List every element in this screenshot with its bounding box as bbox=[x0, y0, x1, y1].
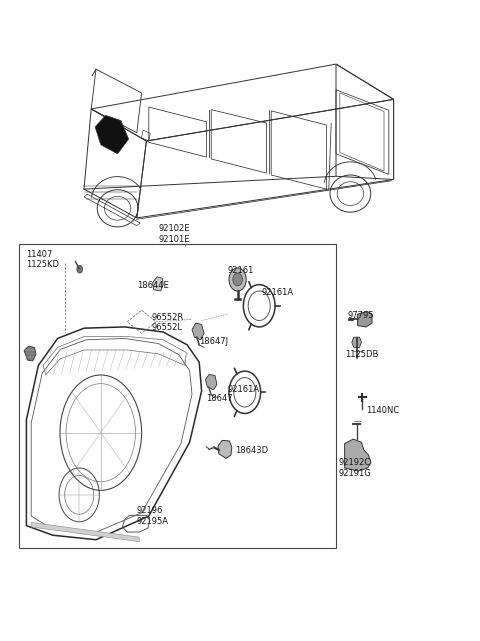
Text: 96552R
96552L: 96552R 96552L bbox=[151, 313, 183, 332]
Text: 18647J: 18647J bbox=[199, 337, 228, 345]
Text: 92161A: 92161A bbox=[262, 288, 294, 297]
Text: 1125DB: 1125DB bbox=[345, 350, 378, 359]
Text: 18644E: 18644E bbox=[137, 281, 168, 290]
Polygon shape bbox=[95, 115, 129, 154]
Bar bbox=[19, 244, 336, 548]
Text: 92192C
92191G: 92192C 92191G bbox=[338, 458, 371, 478]
Text: 92161: 92161 bbox=[228, 266, 254, 275]
Circle shape bbox=[77, 265, 83, 273]
Polygon shape bbox=[31, 522, 139, 542]
Polygon shape bbox=[205, 374, 217, 390]
Text: 97795: 97795 bbox=[348, 311, 374, 320]
Circle shape bbox=[229, 268, 246, 291]
Polygon shape bbox=[218, 440, 232, 458]
Text: 92161A: 92161A bbox=[228, 385, 260, 394]
Text: 92196
92195A: 92196 92195A bbox=[137, 506, 169, 526]
Text: 92102E
92101E: 92102E 92101E bbox=[158, 224, 190, 244]
Polygon shape bbox=[24, 346, 36, 361]
Text: 11407
1125KD: 11407 1125KD bbox=[26, 250, 60, 269]
Polygon shape bbox=[352, 337, 361, 347]
Text: 1140NC: 1140NC bbox=[366, 406, 399, 415]
Circle shape bbox=[233, 273, 242, 286]
Text: 18647: 18647 bbox=[206, 394, 233, 403]
Polygon shape bbox=[358, 312, 372, 327]
Polygon shape bbox=[153, 277, 163, 291]
Polygon shape bbox=[345, 439, 371, 471]
Polygon shape bbox=[192, 323, 204, 340]
Text: 18643D: 18643D bbox=[235, 446, 268, 455]
